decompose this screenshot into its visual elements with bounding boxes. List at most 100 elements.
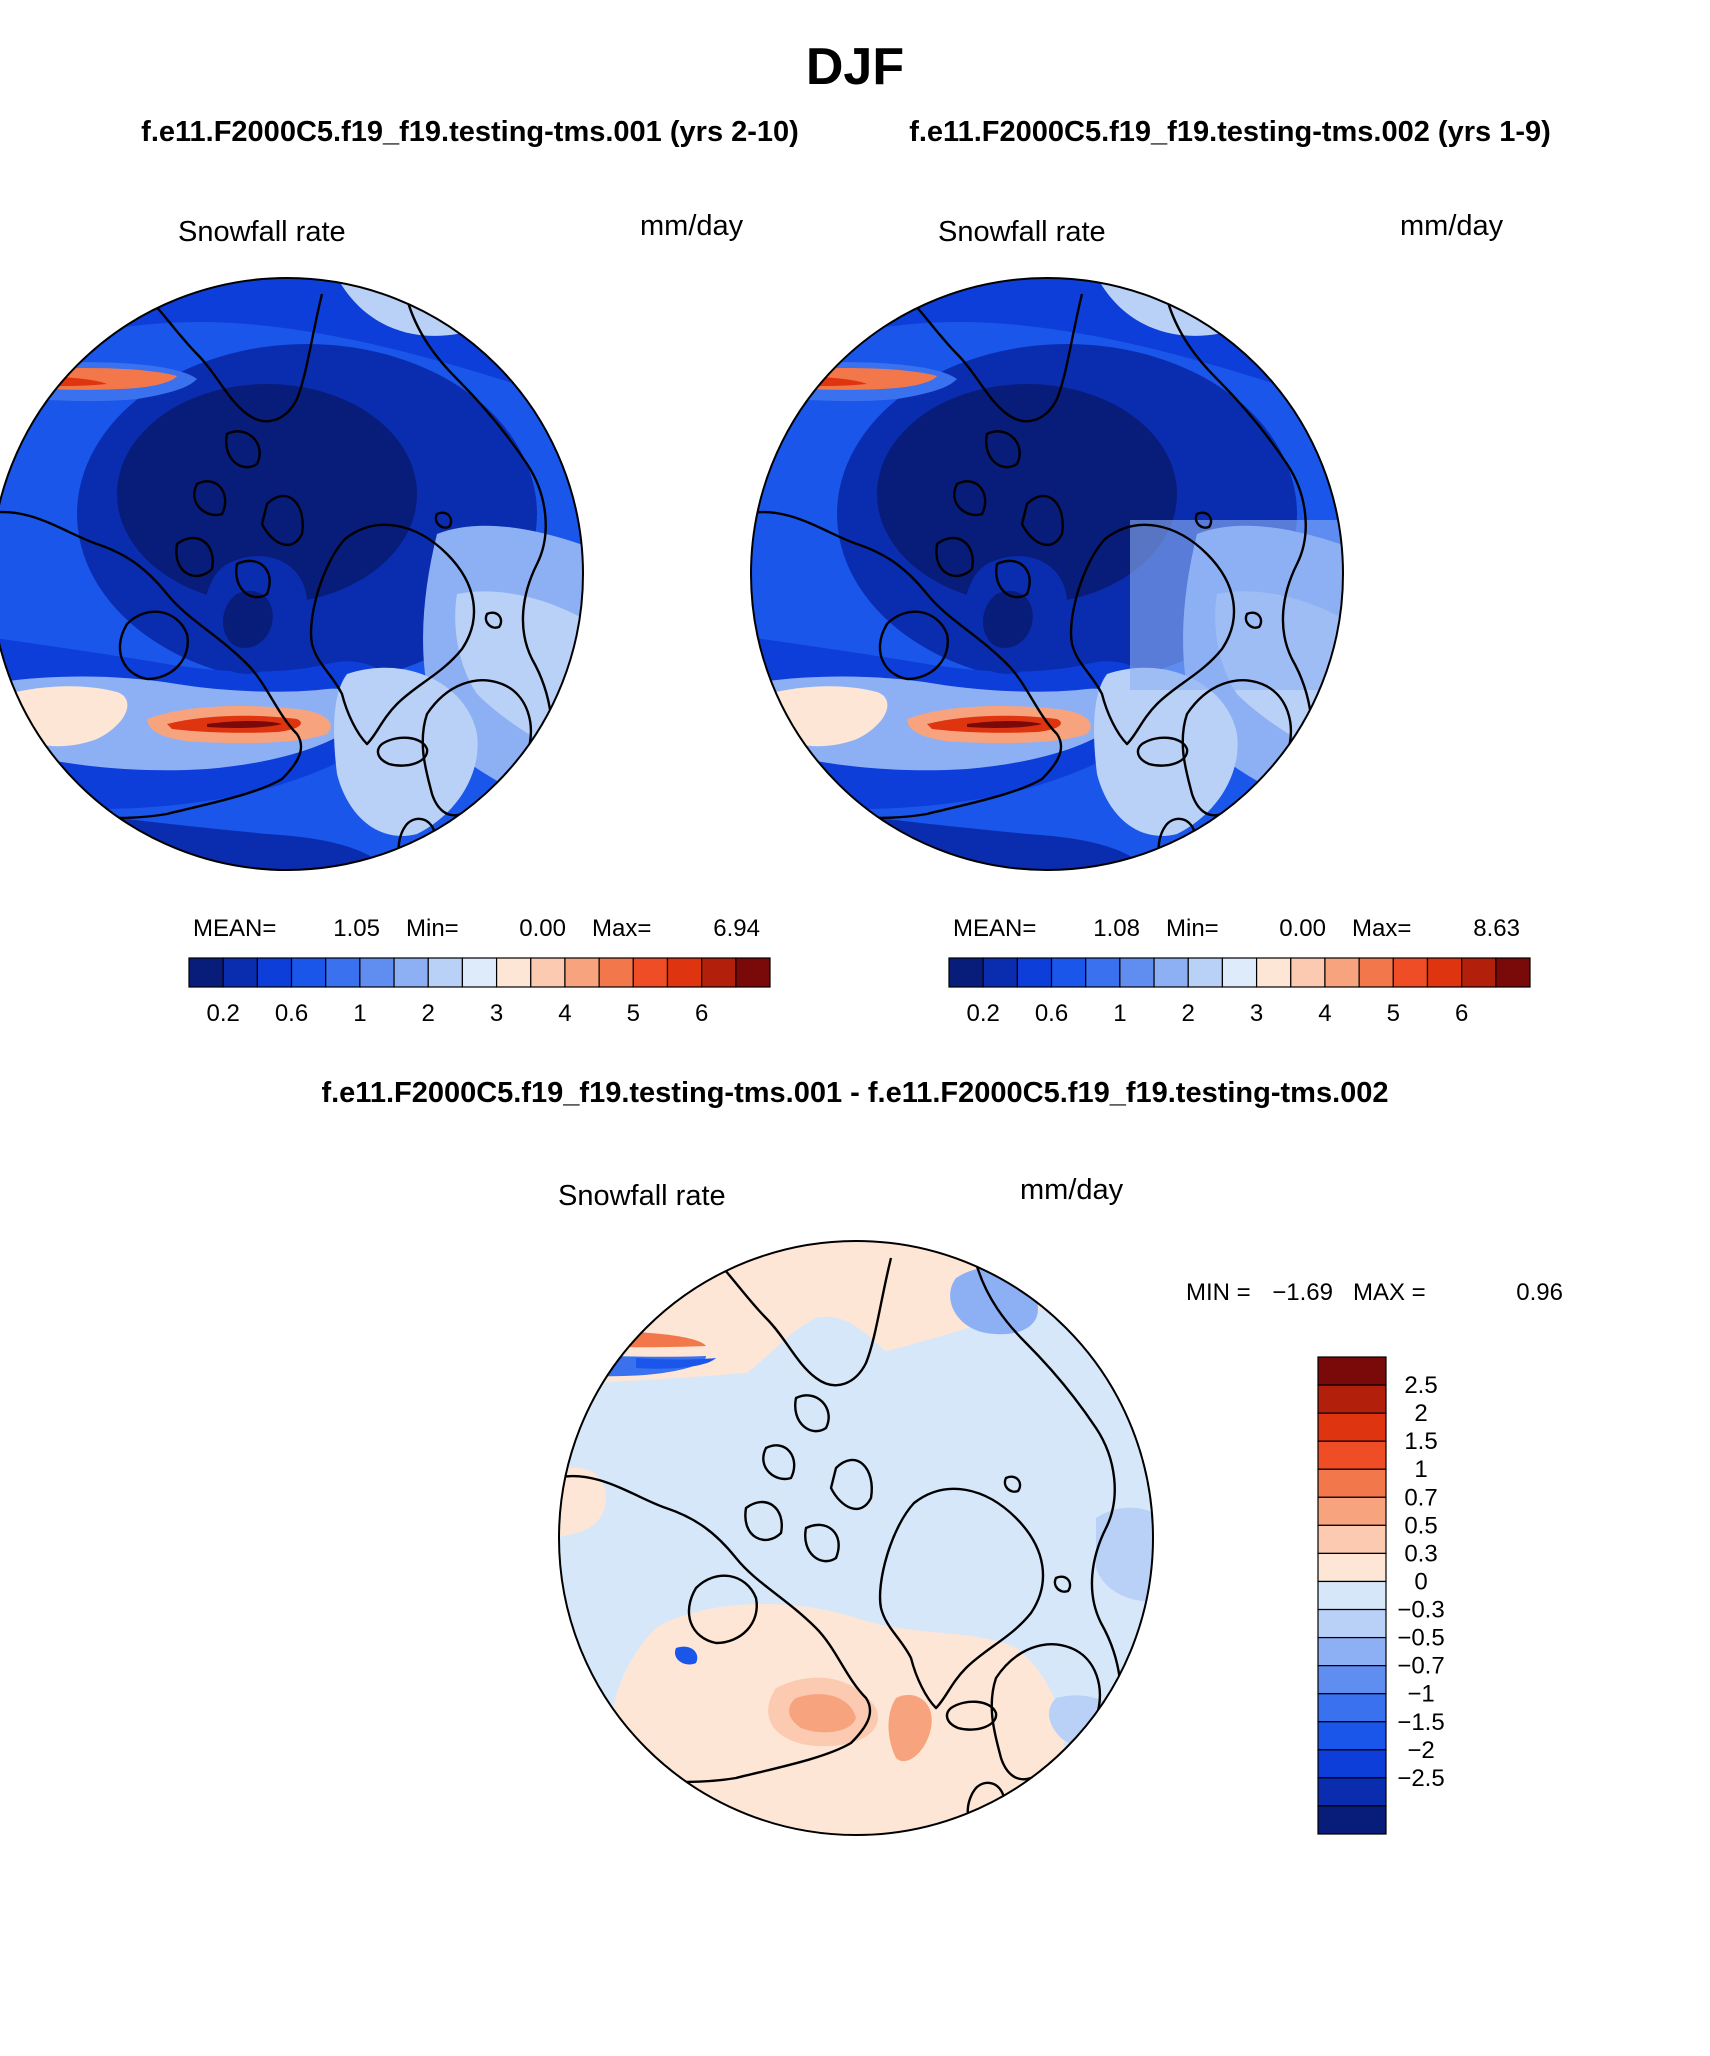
- panel-diff-colorbar-swatch: [1317, 1524, 1387, 1555]
- panel-right-colorbar-tick-label: 0.2: [966, 1000, 999, 1027]
- panel-diff-colorbar-tick-label: 2.5: [1404, 1372, 1437, 1399]
- panel-left-max-label: Max=: [592, 915, 651, 942]
- panel-diff-colorbar-tick-label: 1.5: [1404, 1428, 1437, 1455]
- panel-left-colorbar-swatch: [222, 957, 258, 988]
- panel-right-colorbar-tick-label: 5: [1387, 1000, 1400, 1027]
- panel-left-colorbar-swatch: [666, 957, 703, 988]
- panel-left-colorbar-swatch: [393, 957, 429, 988]
- panel-diff-colorbar-swatch: [1317, 1412, 1387, 1442]
- panel-diff-colorbar-tick-label: 0: [1414, 1568, 1427, 1595]
- panel-left-max-value: 6.94: [713, 915, 760, 942]
- right-case-title: f.e11.F2000C5.f19_f19.testing-tms.002 (y…: [909, 116, 1551, 148]
- panel-left-mean-value: 1.05: [333, 915, 380, 942]
- panel-right-max-label: Max=: [1352, 915, 1411, 942]
- panel-right-colorbar-tick-label: 0.6: [1035, 1000, 1068, 1027]
- panel-diff-colorbar-tick-label: −0.3: [1397, 1597, 1444, 1624]
- panel-right-colorbar-tick-label: 6: [1455, 1000, 1468, 1027]
- panel-left-min-value: 0.00: [519, 915, 566, 942]
- panel-right-map: [751, 278, 1343, 870]
- panel-left-colorbar: 0.2 0.6 1 2 3 4 5 6: [188, 957, 771, 1027]
- panel-diff-colorbar-swatch: [1317, 1580, 1387, 1611]
- panel-right-colorbar-swatch: [1016, 957, 1053, 988]
- panel-diff-colorbar-swatch: [1317, 1496, 1387, 1526]
- panel-right-colorbar-swatch: [948, 957, 984, 988]
- panel-right-colorbar-tick-label: 4: [1318, 1000, 1331, 1027]
- figure-title: DJF: [806, 38, 904, 96]
- panel-left-colorbar-tick-label: 0.2: [206, 1000, 239, 1027]
- panel-left-colorbar-swatch: [495, 957, 532, 988]
- panel-diff-colorbar-tick-label: −2: [1407, 1737, 1434, 1764]
- panel-diff-colorbar-tick-label: 0.7: [1404, 1484, 1437, 1511]
- panel-diff-colorbar-swatch: [1317, 1805, 1387, 1835]
- panel-right-colorbar-swatch: [1324, 957, 1360, 988]
- panel-diff-map: [559, 1241, 1153, 1835]
- panel-left-colorbar-swatch: [359, 957, 395, 988]
- panel-diff-colorbar-tick-label: 0.5: [1404, 1512, 1437, 1539]
- panel-right-mean-value: 1.08: [1093, 915, 1140, 942]
- panel-right-colorbar-swatch: [1187, 957, 1224, 988]
- panel-diff-min-label: MIN =: [1186, 1279, 1251, 1306]
- panel-left-colorbar-swatch: [290, 957, 327, 988]
- panel-diff-variable: Snowfall rate: [558, 1180, 726, 1212]
- panel-right-colorbar-swatch: [1461, 957, 1497, 988]
- panel-right-variable: Snowfall rate: [938, 216, 1106, 248]
- panel-diff-colorbar-tick-label: −0.5: [1397, 1625, 1444, 1652]
- panel-diff-colorbar-swatch: [1317, 1693, 1387, 1723]
- panel-right-mean-label: MEAN=: [953, 915, 1036, 942]
- panel-diff-units: mm/day: [1020, 1174, 1124, 1206]
- left-case-title: f.e11.F2000C5.f19_f19.testing-tms.001 (y…: [141, 116, 799, 148]
- panel-right-colorbar-swatch: [1392, 957, 1429, 988]
- panel-diff-colorbar-swatch: [1317, 1777, 1387, 1807]
- panel-left-colorbar-tick-label: 5: [627, 1000, 640, 1027]
- panel-right-colorbar-tick-label: 3: [1250, 1000, 1263, 1027]
- panel-diff-colorbar-swatch: [1317, 1440, 1387, 1470]
- panel-right-colorbar-swatch: [1153, 957, 1189, 988]
- panel-left-mean-label: MEAN=: [193, 915, 276, 942]
- panel-left-colorbar-swatch: [701, 957, 737, 988]
- panel-left-colorbar-tick-label: 2: [422, 1000, 435, 1027]
- panel-diff-colorbar-tick-label: −1: [1407, 1681, 1434, 1708]
- panel-diff-max-label: MAX =: [1353, 1279, 1426, 1306]
- panel-left-map-border: [0, 277, 584, 871]
- diff-title: f.e11.F2000C5.f19_f19.testing-tms.001 - …: [321, 1077, 1388, 1109]
- panel-right-colorbar-swatch: [1290, 957, 1326, 988]
- panel-diff-map-border: [558, 1240, 1154, 1836]
- panel-right-max-value: 8.63: [1473, 915, 1520, 942]
- panel-left-colorbar-tick-label: 0.6: [275, 1000, 308, 1027]
- panel-diff-colorbar-swatch: [1317, 1665, 1387, 1695]
- panel-diff-colorbar-swatch: [1317, 1384, 1387, 1414]
- panel-right-colorbar-swatch: [1495, 957, 1531, 988]
- panel-left-variable: Snowfall rate: [178, 216, 346, 248]
- panel-left-colorbar-swatch: [530, 957, 566, 988]
- panel-diff-colorbar-tick-label: 0.3: [1404, 1540, 1437, 1567]
- panel-left-colorbar-swatch: [256, 957, 293, 988]
- panel-right-map-border: [750, 277, 1344, 871]
- panel-right-colorbar-tick-label: 2: [1182, 1000, 1195, 1027]
- panel-right-colorbar-swatch: [1050, 957, 1087, 988]
- panel-left-min-label: Min=: [406, 915, 459, 942]
- panel-diff-colorbar-tick-label: −0.7: [1397, 1653, 1444, 1680]
- panel-diff-colorbar-swatch: [1317, 1749, 1387, 1779]
- panel-right-colorbar-tick-label: 1: [1113, 1000, 1126, 1027]
- panel-diff-colorbar-tick-label: −1.5: [1397, 1709, 1444, 1736]
- panel-diff-colorbar-tick-label: 2: [1414, 1400, 1427, 1427]
- panel-right-colorbar-swatch: [1358, 957, 1394, 988]
- panel-right-colorbar: 0.2 0.6 1 2 3 4 5 6: [948, 957, 1531, 1027]
- panel-right-colorbar-swatch: [1085, 957, 1121, 988]
- panel-left-colorbar-swatch: [632, 957, 669, 988]
- panel-right-colorbar-swatch: [1119, 957, 1155, 988]
- panel-diff-colorbar-swatch: [1317, 1721, 1387, 1751]
- panel-left-colorbar-swatch: [427, 957, 464, 988]
- panel-diff: Snowfall rate mm/day MIN = −1.69 MAX = 0…: [558, 1174, 1563, 1836]
- panel-right: Snowfall rate mm/day MEAN= 1.08 Min= 0.0…: [750, 210, 1531, 1027]
- panel-diff-colorbar-swatch: [1317, 1468, 1387, 1498]
- panel-right-min-value: 0.00: [1279, 915, 1326, 942]
- panel-left-colorbar-tick-label: 6: [695, 1000, 708, 1027]
- panel-left-colorbar-swatch: [461, 957, 498, 988]
- panel-diff-colorbar-tick-label: −2.5: [1397, 1765, 1444, 1792]
- panel-left-colorbar-swatch: [564, 957, 600, 988]
- panel-diff-colorbar-swatch: [1317, 1608, 1387, 1639]
- panel-left-units: mm/day: [640, 210, 744, 242]
- panel-right-min-label: Min=: [1166, 915, 1219, 942]
- panel-left: Snowfall rate mm/day MEAN= 1.05 Min= 0.0…: [0, 210, 771, 1027]
